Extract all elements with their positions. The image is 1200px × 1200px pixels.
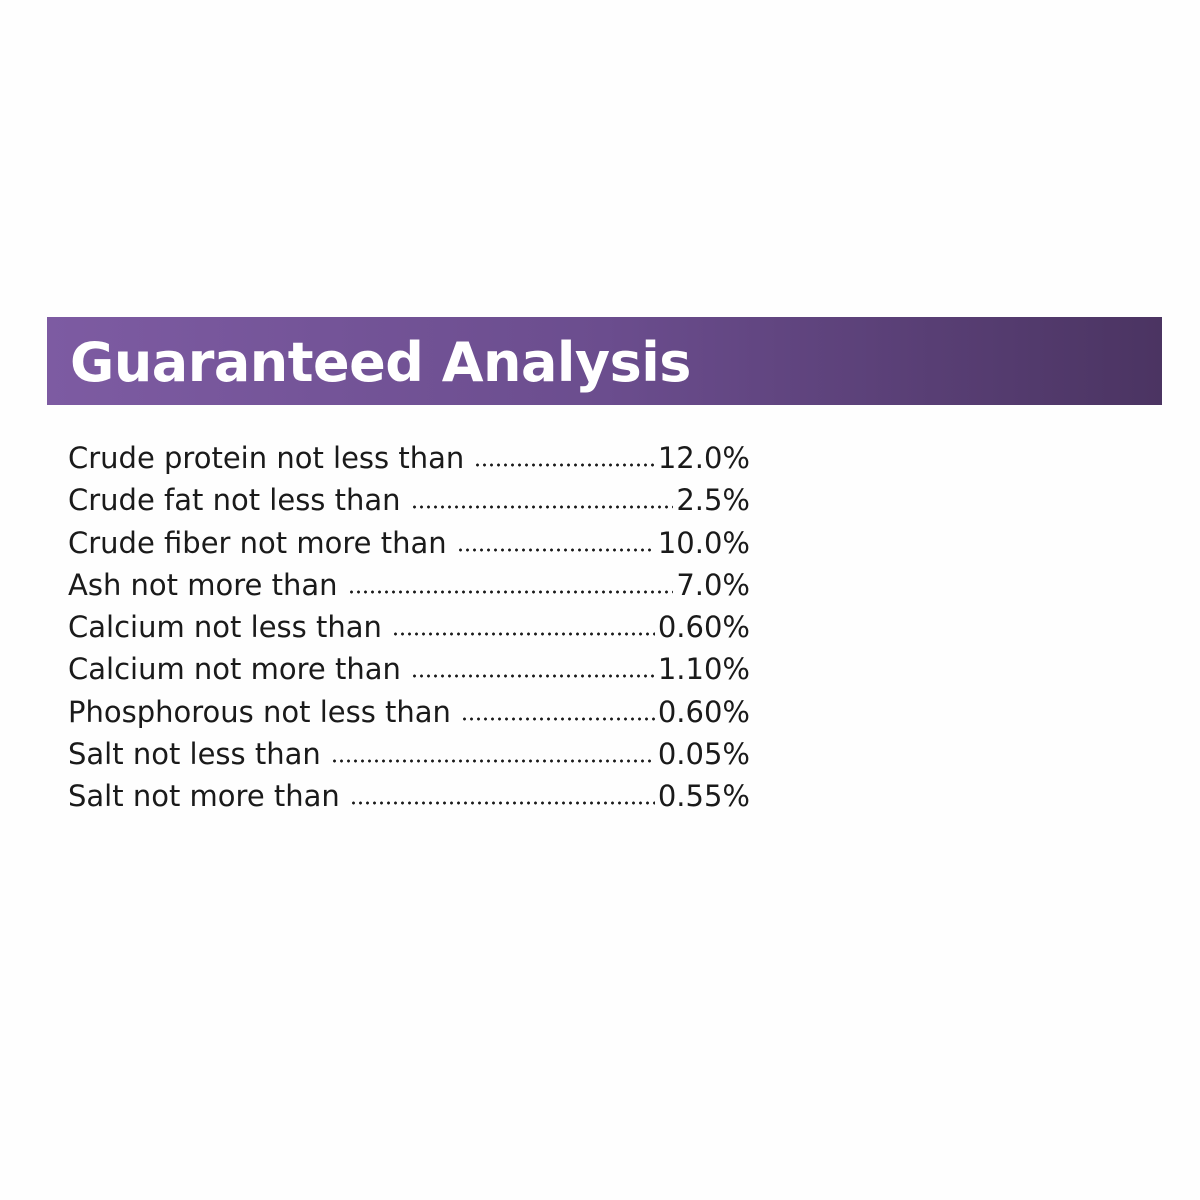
- analysis-row: Salt not less than 0.05%: [68, 737, 750, 779]
- row-label: Ash not more than: [68, 567, 338, 602]
- analysis-row: Crude fiber not more than 10.0%: [68, 526, 750, 568]
- analysis-list: Crude protein not less than 12.0% Crude fa…: [68, 441, 750, 822]
- row-label: Crude protein not less than: [68, 441, 465, 475]
- row-label: Crude fat not less than: [68, 483, 401, 518]
- row-value: 2.5%: [676, 483, 750, 518]
- dot-leader: [410, 673, 655, 680]
- analysis-row: Calcium not less than 0.60%: [68, 610, 750, 652]
- dot-leader: [347, 588, 674, 595]
- row-value: 10.0%: [657, 525, 750, 560]
- dot-leader: [456, 546, 655, 553]
- dot-leader: [391, 631, 655, 638]
- row-value: 1.10%: [657, 652, 750, 687]
- dot-leader: [460, 715, 655, 722]
- row-label: Crude fiber not more than: [68, 525, 447, 560]
- row-value: 0.55%: [657, 779, 750, 814]
- row-label: Calcium not less than: [68, 610, 382, 645]
- header-title: Guaranteed Analysis: [70, 331, 691, 394]
- analysis-row: Crude fat not less than 2.5%: [68, 483, 750, 525]
- row-label: Calcium not more than: [68, 652, 401, 687]
- row-value: 0.60%: [657, 610, 750, 645]
- row-label: Phosphorous not less than: [68, 694, 451, 729]
- analysis-row: Ash not more than 7.0%: [68, 568, 750, 610]
- dot-leader: [330, 758, 655, 765]
- row-value: 0.60%: [657, 694, 750, 729]
- header-bar: [47, 317, 1162, 405]
- analysis-row: Calcium not more than 1.10%: [68, 652, 750, 694]
- row-label: Salt not less than: [68, 737, 321, 772]
- analysis-row: Phosphorous not less than 0.60%: [68, 695, 750, 737]
- row-value: 7.0%: [676, 567, 750, 602]
- row-value: 0.05%: [657, 737, 750, 772]
- analysis-row: Crude protein not less than 12.0%: [68, 441, 750, 483]
- analysis-row: Salt not more than 0.55%: [68, 779, 750, 821]
- dot-leader: [349, 800, 655, 807]
- row-label: Salt not more than: [68, 779, 340, 814]
- row-value: 12.0%: [657, 441, 750, 475]
- dot-leader: [474, 462, 655, 468]
- dot-leader: [410, 504, 674, 511]
